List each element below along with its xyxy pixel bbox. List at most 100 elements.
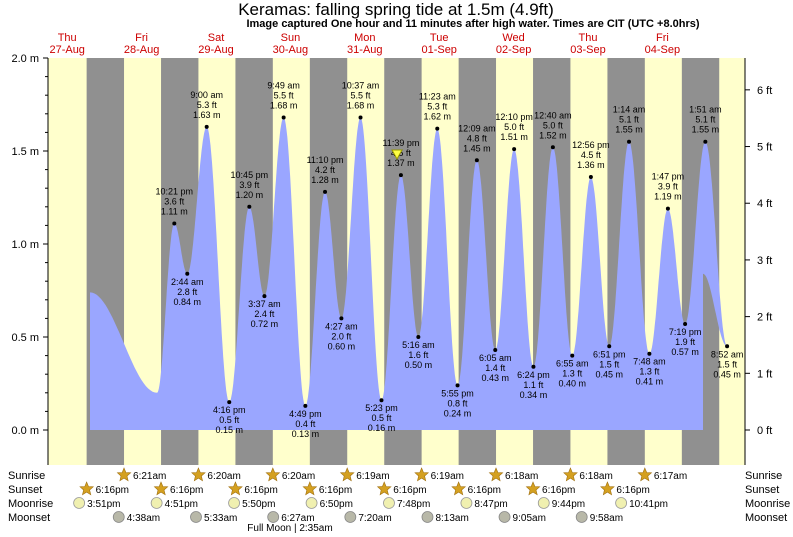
- right-axis-tick-label: 3 ft: [757, 255, 772, 267]
- high-tide-label: 5.3 ft: [427, 102, 448, 112]
- day-label-date: 01-Sep: [421, 44, 456, 56]
- high-tide-label: 5.5 ft: [274, 91, 295, 101]
- high-tide-label: 1.37 m: [387, 158, 415, 168]
- low-tide-label: 0.15 m: [215, 425, 243, 435]
- low-tide-label: 3:37 am: [248, 299, 281, 309]
- moonset-row-label-left: Moonset: [8, 512, 50, 524]
- high-tide-label: 12:09 am: [458, 123, 496, 133]
- high-tide-label: 1.20 m: [236, 190, 264, 200]
- low-tide-label: 0.4 ft: [295, 419, 316, 429]
- left-axis-tick-label: 2.0 m: [11, 53, 39, 65]
- low-tide-label: 0.5 ft: [219, 415, 240, 425]
- moonrise-time: 9:44pm: [552, 499, 585, 510]
- sunrise-icon: [488, 467, 504, 482]
- low-tide-label: 0.24 m: [444, 408, 472, 418]
- tide-extremes: 10:21 pm3.6 ft1.11 m 2:44 am2.8 ft0.84 m 9…: [156, 81, 744, 439]
- moonset-time: 7:20am: [358, 513, 391, 524]
- moonset-icon: [498, 511, 511, 523]
- left-axis: 2.0 m 1.5 m 1.0 m 0.5 m 0.0 m: [11, 53, 49, 465]
- sunrise-time: 6:19am: [431, 471, 464, 482]
- day-label-weekday: Wed: [502, 32, 524, 44]
- sunset-icon: [451, 481, 467, 496]
- high-tide-label: 1:51 am: [689, 105, 722, 115]
- low-tide-label: 1.1 ft: [523, 380, 544, 390]
- sunrise-icon: [116, 467, 132, 482]
- day-label-weekday: Sat: [208, 32, 225, 44]
- left-axis-tick-label: 1.5 m: [11, 146, 39, 158]
- high-tide-label: 3.6 ft: [164, 197, 185, 207]
- moonrise-time: 8:47pm: [474, 499, 507, 510]
- high-tide-label: 1.55 m: [615, 125, 643, 135]
- low-tide-label: 1.4 ft: [485, 363, 506, 373]
- low-tide-point: [570, 353, 575, 358]
- day-label-weekday: Sun: [281, 32, 301, 44]
- sunset-time: 6:16pm: [468, 485, 501, 496]
- right-axis-tick-label: 2 ft: [757, 312, 772, 324]
- sunset-time: 6:16pm: [170, 485, 203, 496]
- moonrise-time: 7:48pm: [397, 499, 430, 510]
- low-tide-label: 0.84 m: [174, 297, 202, 307]
- sunset-row-label-left: Sunset: [8, 484, 42, 496]
- low-tide-label: 6:55 am: [556, 359, 589, 369]
- sunset-icon: [302, 481, 318, 496]
- high-tide-label: 9:00 am: [190, 90, 223, 100]
- low-tide-label: 1.5 ft: [599, 359, 620, 369]
- high-tide-label: 5.0 ft: [504, 122, 525, 132]
- low-tide-label: 0.45 m: [713, 369, 741, 379]
- low-tide-label: 1.9 ft: [675, 337, 696, 347]
- high-tide-label: 1.52 m: [539, 130, 567, 140]
- low-tide-label: 0.43 m: [481, 373, 509, 383]
- low-tide-label: 1.6 ft: [408, 350, 429, 360]
- left-axis-tick-label: 0.0 m: [11, 425, 39, 437]
- chart-title: Keramas: falling spring tide at 1.5m (4.…: [238, 0, 554, 19]
- high-tide-label: 1.28 m: [311, 175, 339, 185]
- moonrise-icon: [150, 497, 163, 509]
- high-tide-point: [358, 115, 363, 120]
- high-tide-point: [627, 139, 632, 144]
- high-tide-label: 1.68 m: [347, 101, 375, 111]
- moonset-row-label-right: Moonset: [745, 512, 787, 524]
- low-tide-point: [262, 294, 267, 299]
- right-axis-tick-label: 6 ft: [757, 85, 772, 97]
- moonrise-icon: [228, 497, 240, 509]
- high-tide-label: 11:10 pm: [307, 155, 344, 165]
- low-tide-label: 0.45 m: [595, 369, 623, 379]
- low-tide-point: [725, 344, 730, 349]
- moonset-time: 4:38am: [127, 513, 160, 524]
- right-axis-tick-label: 4 ft: [757, 198, 772, 210]
- day-label-date: 28-Aug: [124, 44, 159, 56]
- moonrise-time: 4:51pm: [165, 499, 198, 510]
- sunrise-icon: [339, 467, 355, 482]
- high-tide-label: 4.5 ft: [391, 148, 412, 158]
- moonrise-row-label-right: Moonrise: [745, 498, 790, 510]
- high-tide-label: 1.19 m: [654, 192, 682, 202]
- high-tide-label: 1.36 m: [577, 160, 605, 170]
- high-tide-label: 1.45 m: [463, 143, 491, 153]
- astronomy-rows: Sunrise Sunset Moonrise Moonset Sunrise …: [8, 467, 790, 534]
- day-label-date: 30-Aug: [273, 44, 308, 56]
- high-tide-label: 5.5 ft: [351, 91, 372, 101]
- chart-subtitle: Image captured One hour and 11 minutes a…: [246, 18, 699, 30]
- high-tide-point: [247, 204, 252, 209]
- day-label-date: 27-Aug: [49, 44, 84, 56]
- high-tide-label: 5.3 ft: [197, 100, 218, 110]
- low-tide-label: 0.57 m: [671, 347, 699, 357]
- moonrise-icon: [537, 497, 550, 509]
- high-tide-point: [435, 126, 440, 131]
- moonset-icon: [344, 511, 357, 523]
- sunset-row-label-right: Sunset: [745, 484, 779, 496]
- low-tide-label: 6:24 pm: [517, 370, 550, 380]
- moonset-icon: [190, 511, 202, 523]
- high-tide-label: 5.1 ft: [619, 115, 640, 125]
- left-axis-tick-label: 0.5 m: [11, 332, 39, 344]
- low-tide-label: 1.3 ft: [639, 367, 660, 377]
- current-tide-marker: [391, 149, 403, 161]
- high-tide-label: 1.62 m: [424, 112, 452, 122]
- high-tide-label: 4.5 ft: [581, 150, 602, 160]
- moonrise-icon: [305, 497, 318, 509]
- low-tide-label: 4:49 pm: [289, 409, 322, 419]
- day-label-date: 31-Aug: [347, 44, 382, 56]
- high-tide-label: 1:47 pm: [652, 172, 685, 182]
- low-tide-label: 5:16 am: [402, 340, 435, 350]
